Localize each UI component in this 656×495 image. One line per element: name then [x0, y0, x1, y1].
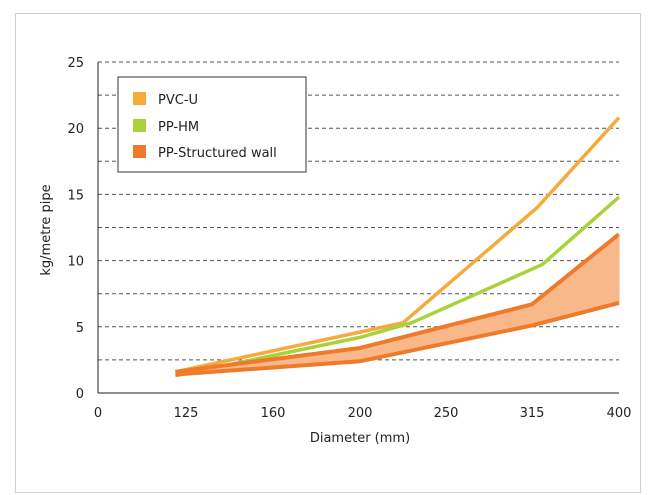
x-tick-label: 0	[94, 406, 102, 421]
y-axis-label: kg/metre pipe	[39, 184, 54, 275]
series-lower-line-pp-structured-wall	[175, 301, 620, 377]
series-band-pp-structured-wall	[175, 234, 619, 375]
legend-swatch-pp-structured-wall	[133, 145, 146, 158]
x-tick-label: 250	[434, 406, 459, 421]
y-tick-label: 20	[67, 122, 84, 137]
legend: PVC-U PP-HM PP-Structured wall	[117, 76, 307, 173]
y-tick-label: 5	[76, 321, 84, 336]
series-upper-line-pp-structured-wall	[175, 232, 621, 374]
series-line-pvc-u	[175, 116, 621, 374]
x-tick-label: 200	[348, 406, 373, 421]
axes	[97, 62, 619, 394]
legend-box	[117, 76, 307, 173]
legend-swatch-pvc-u	[133, 92, 146, 105]
legend-label-pp-structured-wall: PP-Structured wall	[158, 146, 277, 161]
x-axis-label: Diameter (mm)	[310, 431, 410, 446]
x-tick-label: 125	[174, 406, 199, 421]
x-tick-label: 315	[520, 406, 545, 421]
legend-label-pvc-u: PVC-U	[158, 93, 198, 108]
y-tick-label: 0	[76, 387, 84, 402]
y-tick-label: 10	[67, 255, 84, 270]
legend-swatch-pp-hm	[133, 119, 146, 132]
series-layer	[175, 116, 621, 378]
y-tick-label: 15	[67, 188, 84, 203]
x-tick-label: 400	[607, 406, 632, 421]
legend-label-pp-hm: PP-HM	[158, 120, 199, 135]
series-line-pp-hm	[175, 195, 621, 378]
y-tick-label: 25	[67, 56, 84, 71]
x-tick-label: 160	[261, 406, 286, 421]
